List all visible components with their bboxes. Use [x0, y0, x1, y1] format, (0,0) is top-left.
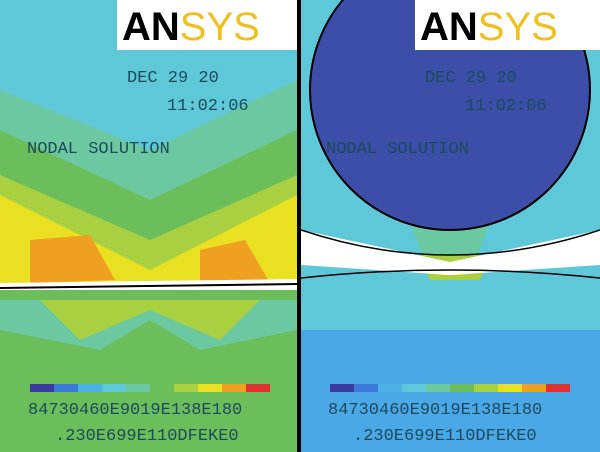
legend-swatch [102, 384, 126, 392]
legend-swatch [78, 384, 102, 392]
legend-text: 84730460E9019E138E180 [28, 401, 242, 420]
legend-swatch [426, 384, 450, 392]
legend-swatch [378, 384, 402, 392]
legend-swatch [174, 384, 198, 392]
legend-swatch [54, 384, 78, 392]
divider [297, 0, 301, 452]
legend-text: 84730460E9019E138E180 [328, 401, 542, 420]
legend-swatch [330, 384, 354, 392]
date: DEC 29 20 [425, 69, 517, 88]
legend-swatch [450, 384, 474, 392]
left-contour [0, 0, 297, 452]
logo: ANSYS [420, 5, 558, 49]
logo: ANSYS [122, 5, 260, 49]
legend-swatch [126, 384, 150, 392]
legend-swatch [354, 384, 378, 392]
legend-swatch [198, 384, 222, 392]
legend-swatch [498, 384, 522, 392]
right-contour [301, 0, 600, 452]
time: 11:02:06 [465, 97, 547, 116]
legend-text: .230E699E110DFEKE0 [353, 427, 537, 446]
legend-swatch [150, 384, 174, 392]
logo-box [415, 0, 600, 50]
legend-bars [30, 384, 570, 392]
legend-swatch [474, 384, 498, 392]
label: NODAL SOLUTION [27, 140, 170, 159]
date: DEC 29 20 [127, 69, 219, 88]
legend-swatch [30, 384, 54, 392]
legend-swatch [546, 384, 570, 392]
legend-swatch [402, 384, 426, 392]
legend-swatch [522, 384, 546, 392]
legend-swatch [222, 384, 246, 392]
time: 11:02:06 [167, 97, 249, 116]
legend-swatch [246, 384, 270, 392]
label: NODAL SOLUTION [326, 140, 469, 159]
logo-box [117, 0, 297, 50]
legend-text: .230E699E110DFEKE0 [55, 427, 239, 446]
